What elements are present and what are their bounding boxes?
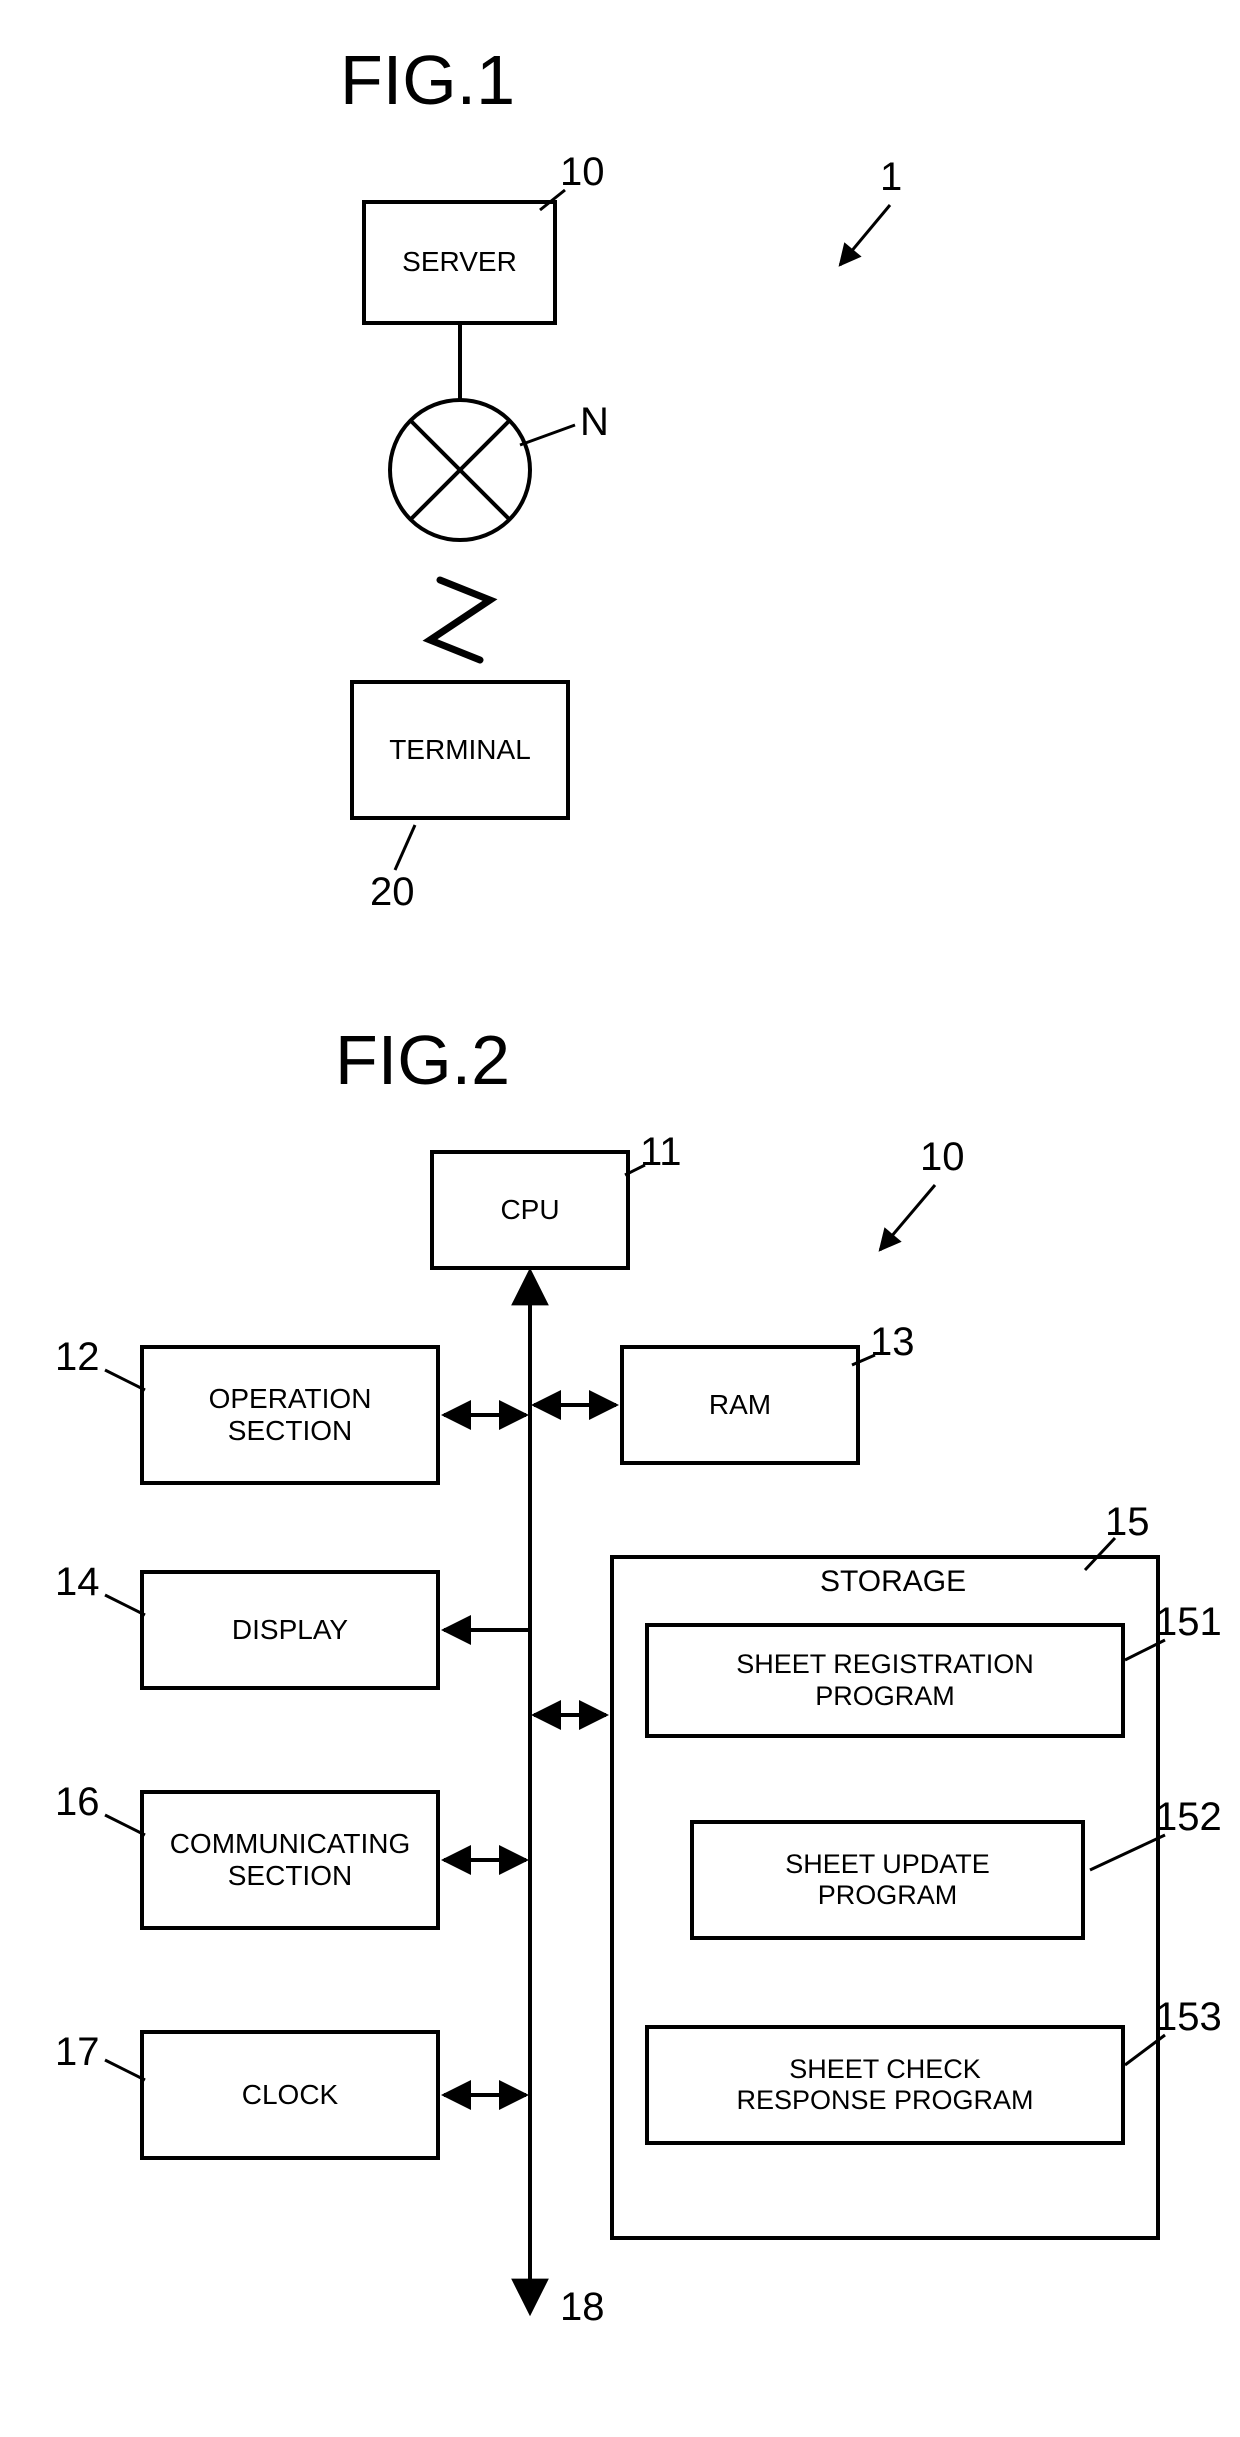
clock-label: CLOCK xyxy=(242,2079,338,2111)
ram-label: RAM xyxy=(709,1389,771,1421)
fig1-ref-label: 1 xyxy=(880,155,902,200)
storage-item-0-ref: 151 xyxy=(1155,1600,1222,1645)
cpu-ref: 11 xyxy=(640,1130,682,1175)
terminal-ref: 20 xyxy=(370,870,415,915)
page: FIG.1 1 SERVER 10 N TERMINAL 20 FIG.2 10… xyxy=(0,0,1240,2437)
ram-box: RAM xyxy=(620,1345,860,1465)
comm-label: COMMUNICATING SECTION xyxy=(170,1828,411,1892)
server-ref: 10 xyxy=(560,150,605,195)
fig2-title: FIG.2 xyxy=(335,1020,510,1100)
cpu-box: CPU xyxy=(430,1150,630,1270)
clock-box: CLOCK xyxy=(140,2030,440,2160)
storage-item-2-ref: 153 xyxy=(1155,1995,1222,2040)
display-label: DISPLAY xyxy=(232,1614,348,1646)
fig2-ref-label: 10 xyxy=(920,1135,965,1180)
storage-item-1: SHEET UPDATE PROGRAM xyxy=(690,1820,1085,1940)
comm-ref: 16 xyxy=(55,1780,100,1825)
cpu-label: CPU xyxy=(500,1194,559,1226)
server-label: SERVER xyxy=(402,246,517,278)
bus-ref: 18 xyxy=(560,2285,605,2330)
operation-ref: 12 xyxy=(55,1335,100,1380)
terminal-label: TERMINAL xyxy=(389,734,531,766)
storage-item-0: SHEET REGISTRATION PROGRAM xyxy=(645,1623,1125,1738)
display-box: DISPLAY xyxy=(140,1570,440,1690)
storage-item-2: SHEET CHECK RESPONSE PROGRAM xyxy=(645,2025,1125,2145)
network-ref: N xyxy=(580,400,609,445)
terminal-box: TERMINAL xyxy=(350,680,570,820)
operation-box: OPERATION SECTION xyxy=(140,1345,440,1485)
storage-ref: 15 xyxy=(1105,1500,1150,1545)
display-ref: 14 xyxy=(55,1560,100,1605)
comm-box: COMMUNICATING SECTION xyxy=(140,1790,440,1930)
server-box: SERVER xyxy=(362,200,557,325)
storage-label: STORAGE xyxy=(820,1565,966,1599)
storage-item-0-label: SHEET REGISTRATION PROGRAM xyxy=(736,1649,1034,1711)
clock-ref: 17 xyxy=(55,2030,100,2075)
storage-item-1-ref: 152 xyxy=(1155,1795,1222,1840)
operation-label: OPERATION SECTION xyxy=(209,1383,372,1447)
storage-item-1-label: SHEET UPDATE PROGRAM xyxy=(785,1849,990,1911)
storage-item-2-label: SHEET CHECK RESPONSE PROGRAM xyxy=(736,2054,1033,2116)
ram-ref: 13 xyxy=(870,1320,915,1365)
fig1-title: FIG.1 xyxy=(340,40,515,120)
